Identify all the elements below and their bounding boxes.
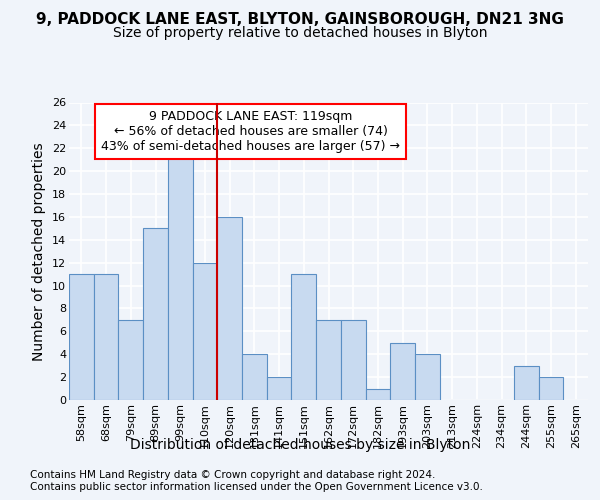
Bar (217, 217, 242, 400)
Text: Distribution of detached houses by size in Blyton: Distribution of detached houses by size … (130, 438, 470, 452)
Bar (242, 354, 267, 400)
Bar (94, 274, 118, 400)
Text: 9, PADDOCK LANE EAST, BLYTON, GAINSBOROUGH, DN21 3NG: 9, PADDOCK LANE EAST, BLYTON, GAINSBOROU… (36, 12, 564, 28)
Bar (316, 320, 341, 400)
Text: Contains public sector information licensed under the Open Government Licence v3: Contains public sector information licen… (30, 482, 483, 492)
Bar (168, 148, 193, 400)
Text: Size of property relative to detached houses in Blyton: Size of property relative to detached ho… (113, 26, 487, 40)
Bar (143, 228, 168, 400)
Bar (193, 262, 217, 400)
Text: Contains HM Land Registry data © Crown copyright and database right 2024.: Contains HM Land Registry data © Crown c… (30, 470, 436, 480)
Bar (69, 274, 94, 400)
Bar (390, 343, 415, 400)
Bar (514, 366, 539, 400)
Bar (341, 320, 365, 400)
Bar (365, 388, 390, 400)
Bar (292, 274, 316, 400)
Bar (118, 320, 143, 400)
Text: 9 PADDOCK LANE EAST: 119sqm
← 56% of detached houses are smaller (74)
43% of sem: 9 PADDOCK LANE EAST: 119sqm ← 56% of det… (101, 110, 400, 153)
Bar (415, 354, 440, 400)
Y-axis label: Number of detached properties: Number of detached properties (32, 142, 46, 360)
Bar (267, 377, 292, 400)
Bar (539, 377, 563, 400)
